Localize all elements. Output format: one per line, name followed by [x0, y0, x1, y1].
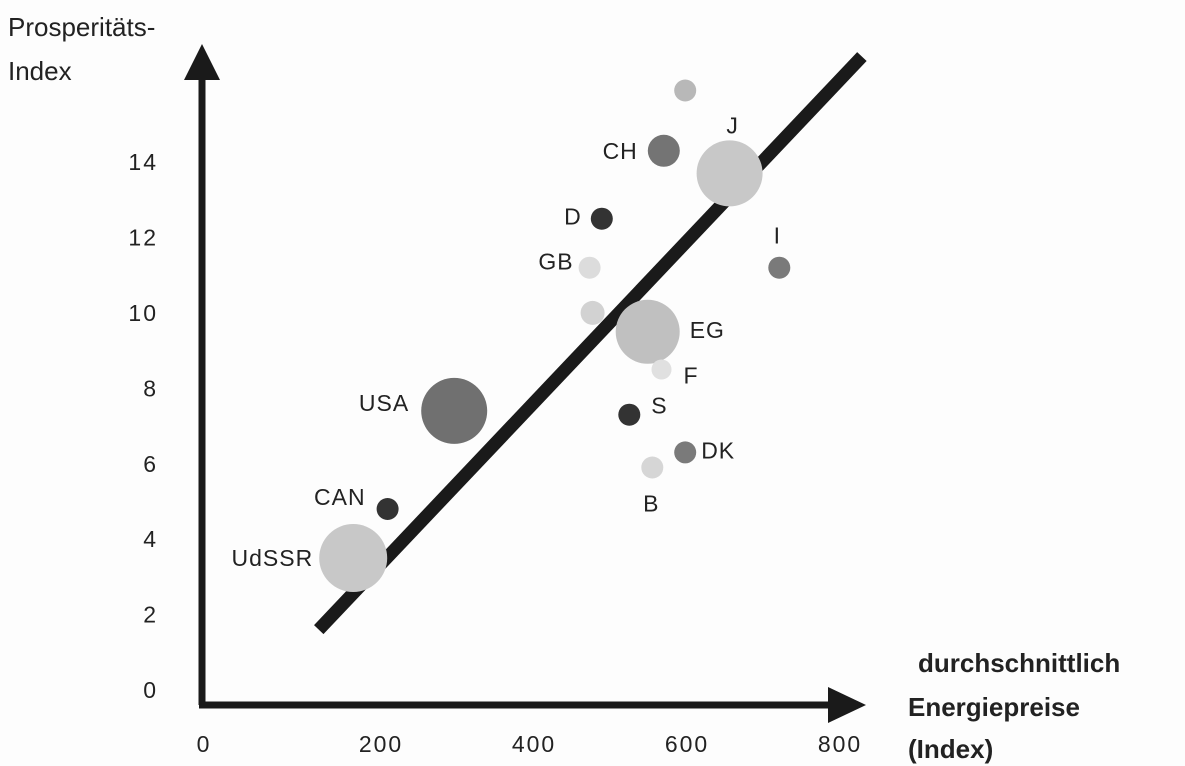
data-point-j	[696, 140, 763, 207]
data-point-usa	[421, 377, 488, 444]
data-point-ch	[647, 134, 680, 167]
y-tick-label: 4	[143, 526, 158, 552]
x-tick-label: 800	[818, 731, 862, 757]
data-point-can	[376, 498, 399, 520]
point-label-eg: EG	[690, 317, 725, 343]
x-axis-title-line2: Energiepreise	[908, 692, 1080, 722]
y-axis-title-line1: Prosperitäts-	[8, 12, 155, 42]
y-tick-label: 12	[128, 225, 158, 251]
point-label-gb: GB	[538, 249, 573, 275]
x-axis-arrowhead	[828, 687, 866, 723]
x-tick-label: 200	[359, 731, 403, 757]
x-tick-label: 400	[512, 731, 556, 757]
point-label-can: CAN	[314, 484, 366, 510]
data-points	[319, 79, 791, 592]
x-tick-labels: 0 200 400 600 800	[197, 731, 862, 757]
data-point-b	[641, 456, 664, 479]
x-axis-title-line1: durchschnittlich	[918, 648, 1120, 678]
y-tick-label: 2	[143, 602, 158, 628]
data-point-udssr	[319, 524, 388, 592]
y-tick-labels: 0 2 4 6 8 10 12 14	[128, 149, 158, 703]
y-axis-arrowhead	[184, 44, 220, 80]
y-tick-label: 6	[143, 451, 158, 477]
x-tick-label: 0	[197, 731, 212, 757]
point-label-dk: DK	[701, 437, 735, 463]
point-label-j: J	[726, 112, 739, 138]
point-label-b: B	[643, 491, 659, 517]
point-label-ch: CH	[603, 138, 638, 164]
point-label-udssr: UdSSR	[231, 545, 313, 571]
trend-line	[314, 52, 867, 635]
point-label-usa: USA	[359, 390, 409, 416]
x-axis-title-line3: (Index)	[908, 734, 993, 764]
x-axis	[199, 687, 866, 723]
y-tick-label: 10	[128, 300, 158, 326]
data-point-d	[590, 207, 613, 230]
point-label-f: F	[684, 363, 699, 389]
data-point-eg	[615, 299, 680, 364]
point-labels: UdSSR CAN USA GB D EG FS DK B CH J I	[231, 112, 781, 571]
y-tick-label: 0	[143, 677, 158, 703]
data-point-f	[651, 359, 672, 380]
data-point	[674, 79, 697, 102]
data-point-i	[768, 256, 791, 279]
x-tick-label: 600	[665, 731, 709, 757]
y-tick-label: 8	[143, 375, 158, 401]
y-tick-label: 14	[128, 149, 158, 175]
y-axis-title-line2: Index	[8, 56, 72, 86]
point-label-i: I	[774, 223, 781, 249]
point-label-d: D	[564, 204, 582, 230]
data-point-gb	[578, 256, 601, 279]
y-axis	[184, 44, 220, 705]
trend-line-group	[314, 52, 867, 635]
data-point-dk	[674, 441, 697, 464]
point-label-s: S	[651, 393, 667, 419]
data-point-s	[618, 403, 641, 426]
data-point	[580, 300, 605, 325]
